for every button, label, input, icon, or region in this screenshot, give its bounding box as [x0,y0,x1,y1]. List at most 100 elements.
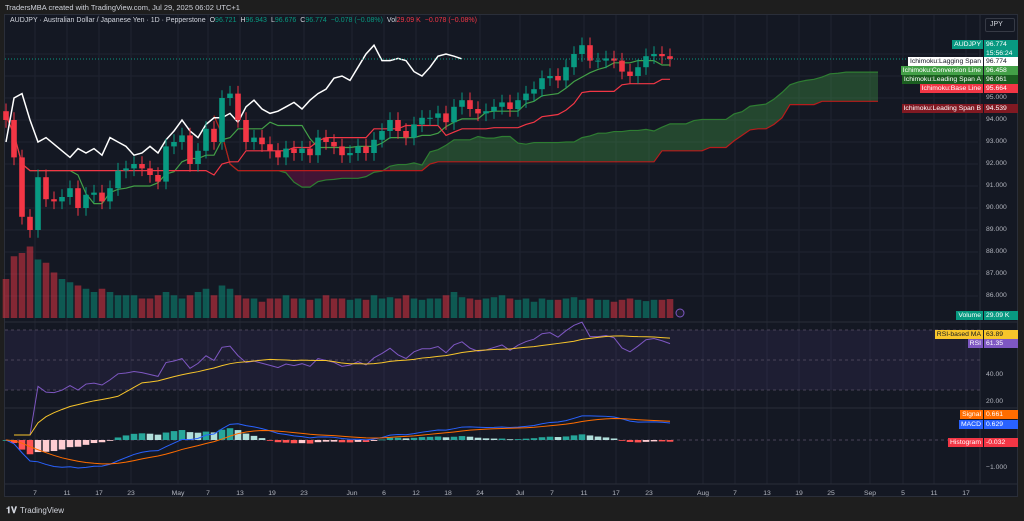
ichimoku-cloud [422,151,430,171]
macd-histogram-bar [642,440,650,442]
volume-bar [330,298,338,318]
candle-body [187,135,193,164]
macd-histogram-bar [226,428,234,440]
macd-histogram-bar [410,437,418,440]
macd-histogram-bar [58,440,66,450]
macd-histogram-bar [394,437,402,440]
time-axis-label: Aug [696,490,710,497]
volume-bar [202,288,210,318]
candle-body [339,146,345,156]
candle-body [315,137,321,156]
time-axis-label: Sep [863,490,877,497]
low-label: L [270,17,275,24]
candle-body [147,168,153,175]
macd-histogram-bar [474,437,482,440]
macd-histogram-bar [666,440,674,442]
candle-body [563,67,569,81]
candle-body [219,98,225,142]
candle-body [459,100,465,107]
macd-histogram-bar [650,440,658,442]
candle-body [139,164,145,169]
candle-body [523,93,529,101]
candle-body [347,153,353,156]
macd-histogram-bar [322,440,330,442]
ichimoku-cloud [398,164,406,171]
macd-histogram-bar [282,440,290,443]
time-axis-label: 19 [268,490,276,497]
volume-bar [122,295,130,318]
macd-histogram-bar [378,439,386,441]
volume-bar [314,298,322,318]
footer-text: TradingView [19,506,65,515]
macd-histogram-bar [538,437,546,440]
volume-bar [586,298,594,318]
dividend-marker-icon [675,308,685,318]
candle-body [91,192,97,195]
countdown-timer: 15:56:24 [986,50,1013,57]
symbol-title[interactable]: AUDJPY · Australian Dollar / Japanese Ye… [10,17,206,24]
macd-line [5,415,671,469]
volume-bar [266,298,274,318]
volume-bar [146,298,154,318]
candle-body [539,78,545,90]
ichimoku-cloud [334,170,342,180]
time-axis-label: 19 [795,490,803,497]
macd-histogram-bar [354,440,362,442]
volume-bar [210,295,218,318]
macd-histogram-bar [250,435,258,440]
candle-body [123,168,129,171]
time-axis-label: 11 [63,490,71,497]
time-axis-label: 11 [580,490,588,497]
macd-histogram-bar [370,440,378,441]
candle-body [603,58,609,61]
macd-tag-label: MACD [958,420,983,429]
ichimoku-cloud [694,119,702,151]
candle-body [115,170,121,189]
volume-bar [226,288,234,318]
rsi-tag-label: RSI [967,339,983,348]
volume-bar [282,295,290,318]
candle-body [635,67,641,76]
macd-histogram-bar [442,437,450,440]
macd-histogram-bar [186,432,194,440]
volume-bar [434,298,442,318]
ichimoku-cloud [582,135,590,162]
macd-histogram-bar [562,436,570,440]
ichimoku-cloud [830,73,838,102]
candle-body [435,113,441,118]
candle-body [323,137,329,142]
ichimoku-cloud [758,104,766,129]
ichimoku-cloud [342,170,350,179]
macd-histogram-bar [274,440,282,443]
volume-bar [322,295,330,318]
ichimoku-cloud [670,123,678,151]
signal-line [5,418,671,465]
time-axis-label: 23 [645,490,653,497]
macd-histogram-bar [18,440,26,450]
price-tag-value: 96.774 [984,57,1018,66]
rsi-line [14,321,671,436]
volume-bar [506,298,514,318]
candle-body [611,58,617,61]
candle-body [515,100,521,109]
candle-body [499,102,505,107]
ichimoku-cloud [566,142,574,162]
rsi-ma-line [14,335,671,436]
macd-histogram-bar [554,437,562,440]
chart-pane[interactable] [4,14,1018,497]
ichimoku-cloud [638,129,646,162]
ichimoku-cloud [702,119,710,151]
ichimoku-cloud [814,77,822,105]
volume-bar [250,298,258,318]
ichimoku-cloud [470,136,478,162]
time-axis-label: Jul [515,490,525,497]
ichimoku-cloud [646,129,654,162]
currency-button[interactable]: JPY [985,18,1015,32]
ichimoku-cloud [750,105,758,130]
volume-bar [306,299,314,318]
time-axis-label: 23 [127,490,135,497]
volume-bar [2,279,10,318]
ichimoku-cloud [742,106,750,136]
macd-histogram-bar [586,435,594,440]
